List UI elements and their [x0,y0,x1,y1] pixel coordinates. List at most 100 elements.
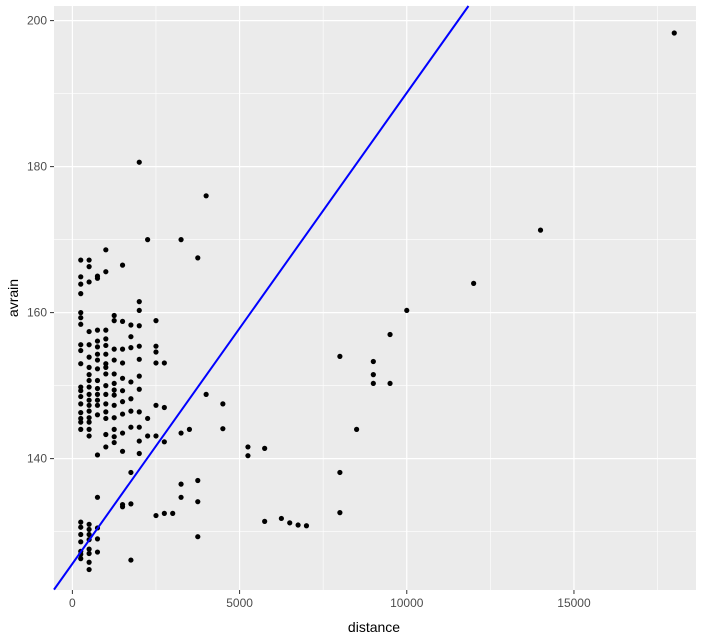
data-point [178,481,184,487]
data-point [262,518,268,524]
data-point [94,494,101,500]
data-point [94,357,101,363]
data-point [78,410,84,416]
data-point [94,377,101,384]
x-tick-label: 10000 [390,596,424,610]
data-point [103,415,109,422]
data-point [94,397,101,403]
data-point [78,539,84,545]
data-point [153,360,159,366]
data-point [153,402,159,408]
data-point [245,453,251,459]
data-point [111,415,117,421]
data-point [354,426,360,432]
data-point [128,501,134,507]
data-point [303,523,310,529]
data-point [78,315,84,321]
data-point [370,372,376,378]
data-point [128,424,134,430]
data-point [387,380,393,387]
data-point [128,469,134,476]
data-point [136,373,142,379]
data-point [220,401,226,407]
data-point [119,360,126,366]
data-point [111,312,117,319]
data-point [136,450,142,457]
data-point [119,318,126,324]
data-point [94,327,101,333]
data-point [111,434,117,440]
data-point [153,433,159,439]
data-point [111,439,117,446]
data-point [111,371,117,377]
data-point [119,346,126,352]
data-point [78,531,84,538]
data-point [78,415,84,422]
data-point [103,361,109,367]
data-point [86,521,92,527]
data-point [111,380,117,387]
data-point [111,318,117,324]
data-point [186,426,193,432]
data-point [153,343,159,349]
data-point [195,499,201,505]
data-point [136,438,142,444]
data-point [86,364,92,370]
data-point [161,439,167,445]
data-point [195,477,201,484]
data-point [119,411,126,417]
data-point [86,377,92,384]
data-point [111,426,117,432]
fit-line [53,5,470,591]
data-point [78,361,84,367]
data-point [94,273,101,279]
data-point [537,227,544,233]
data-point [103,401,109,407]
data-point [86,559,92,565]
data-point [78,310,84,316]
data-point [161,510,167,516]
data-point [337,353,343,359]
data-point [136,159,142,165]
data-point [86,397,92,403]
data-points [78,30,677,573]
data-point [153,512,159,519]
data-point [128,396,134,402]
data-point [94,536,101,542]
data-point [103,336,109,342]
data-point [153,349,159,355]
data-point [178,430,184,436]
data-point [337,469,343,476]
data-point [145,237,151,243]
data-point [287,520,293,526]
data-point [86,257,92,263]
grid-minor [54,6,696,590]
data-point [86,419,92,425]
data-point [145,415,151,422]
data-point [195,534,201,540]
data-point [153,318,159,324]
data-point [86,566,92,573]
data-point [220,426,226,432]
data-point [111,387,117,393]
data-point [170,510,176,516]
data-point [128,322,134,328]
data-point [136,343,142,349]
data-point [370,358,376,365]
data-point [94,549,101,555]
data-point [103,409,109,415]
y-tick-label: 140 [27,452,47,466]
data-point [128,379,134,385]
data-point [78,401,84,407]
x-axis-ticks: 0 5000 10000 15000 [69,590,591,610]
data-point [78,291,84,297]
panel-background [54,6,696,590]
data-point [136,323,142,329]
data-point [203,391,209,397]
data-point [86,408,92,414]
data-point [103,391,109,397]
data-point [119,399,126,405]
data-point [103,431,109,438]
x-tick-label: 5000 [226,596,253,610]
